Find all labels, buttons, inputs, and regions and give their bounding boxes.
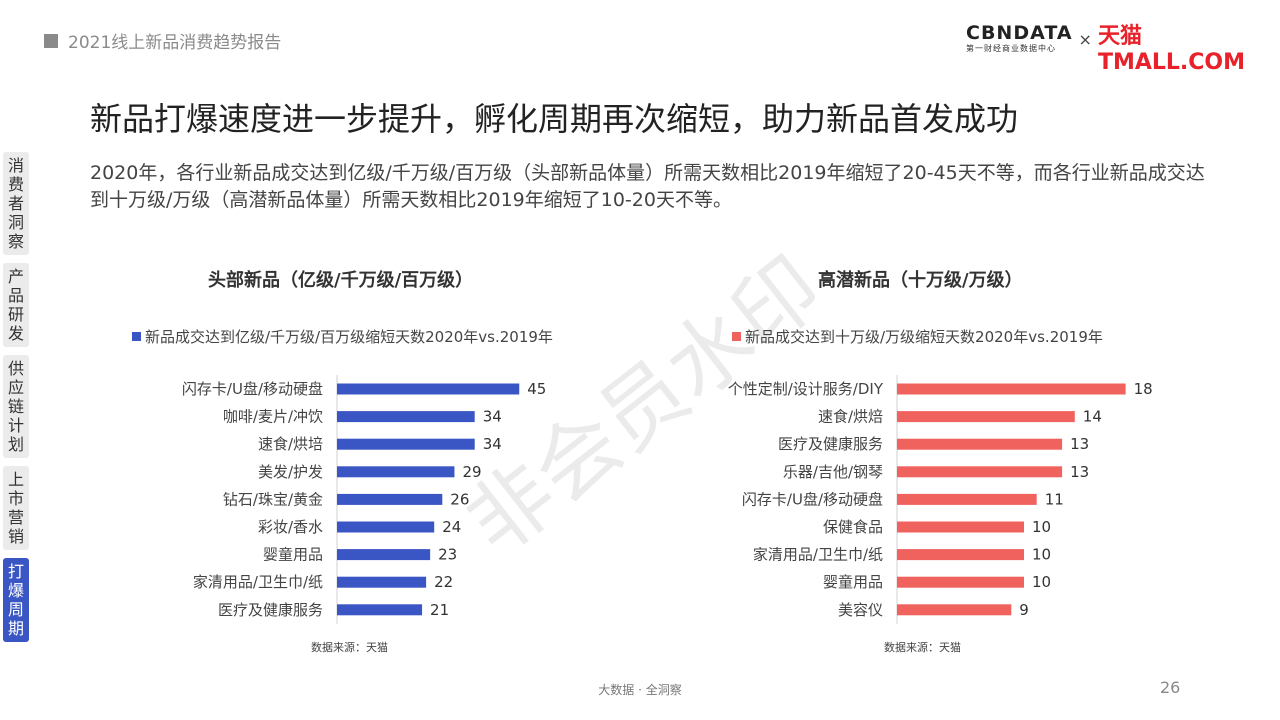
cbndata-logo-text: CBNDATA (966, 22, 1073, 44)
left-category-label: 钻石/珠宝/黄金 (223, 490, 323, 508)
right-bar (897, 466, 1063, 478)
left-bar (337, 411, 475, 423)
right-category-label: 家清用品/卫生巾/纸 (753, 546, 883, 564)
right-value-label: 18 (1134, 380, 1153, 398)
left-category-label: 速食/烘培 (258, 435, 323, 453)
right-category-label: 乐器/吉他/钢琴 (783, 463, 883, 481)
left-bar (337, 493, 443, 505)
left-bar (337, 438, 475, 450)
left-legend-swatch (132, 332, 141, 341)
right-bar (897, 549, 1024, 561)
side-nav-item-supply-chain[interactable]: 供应链计划 (3, 355, 29, 458)
left-category-label: 咖啡/麦片/冲饮 (223, 408, 323, 426)
right-value-label: 13 (1070, 435, 1089, 453)
right-bar (897, 411, 1075, 423)
header-square-icon (44, 33, 58, 48)
side-nav: 消费者洞察 产品研发 供应链计划 上市营销 打爆周期 (3, 152, 31, 650)
left-category-label: 家清用品/卫生巾/纸 (193, 573, 323, 591)
side-nav-item-marketing[interactable]: 上市营销 (3, 466, 29, 550)
side-nav-item-consumer-insight[interactable]: 消费者洞察 (3, 152, 29, 255)
right-category-label: 婴童用品 (823, 573, 883, 591)
right-bar (897, 493, 1037, 505)
page-number: 26 (1160, 678, 1181, 697)
side-nav-item-product-development[interactable]: 产品研发 (3, 263, 29, 347)
right-value-label: 11 (1045, 490, 1064, 508)
right-category-label: 医疗及健康服务 (778, 435, 883, 453)
left-bar (337, 383, 520, 395)
left-bar (337, 576, 427, 588)
cbndata-logo-subtext: 第一财经商业数据中心 (966, 44, 1056, 53)
right-value-label: 10 (1032, 518, 1051, 536)
left-bar (337, 549, 431, 561)
logo-separator: × (1078, 30, 1092, 49)
brand-logos: CBNDATA 第一财经商业数据中心 × 天猫TMALL.COM (966, 22, 1280, 76)
right-value-label: 10 (1032, 573, 1051, 591)
left-category-label: 医疗及健康服务 (218, 601, 323, 619)
right-bar (897, 604, 1012, 616)
right-bar-chart: 个性定制/设计服务/DIY 18 速食/烘焙 14 医疗及健康服务 13 乐器/吉他/钢琴 1… (728, 375, 1153, 624)
right-category-label: 速食/烘焙 (818, 408, 883, 426)
left-value-label: 34 (483, 435, 502, 453)
side-nav-item-explosion-cycle[interactable]: 打爆周期 (3, 558, 29, 642)
left-category-label: 婴童用品 (263, 546, 323, 564)
right-chart-title: 高潜新品（十万级/万级） (818, 270, 1023, 291)
left-category-label: 美发/护发 (258, 463, 323, 481)
right-value-label: 13 (1070, 463, 1089, 481)
left-chart-legend: 新品成交达到亿级/千万级/百万级缩短天数2020年vs.2019年 (132, 326, 553, 347)
left-value-label: 23 (438, 546, 457, 564)
right-bar (897, 576, 1024, 588)
right-value-label: 10 (1032, 546, 1051, 564)
right-category-label: 闪存卡/U盘/移动硬盘 (742, 490, 883, 508)
left-value-label: 29 (462, 463, 481, 481)
right-category-label: 美容仪 (838, 601, 883, 619)
right-bar (897, 521, 1024, 533)
left-bar (337, 604, 423, 616)
left-bar-chart: 闪存卡/U盘/移动硬盘 45 咖啡/麦片/冲饮 34 速食/烘培 34 美发/护发 29 钻石/… (182, 375, 546, 624)
right-legend-label: 新品成交达到十万级/万级缩短天数2020年vs.2019年 (745, 328, 1103, 346)
left-value-label: 26 (450, 490, 469, 508)
tmall-logo: 天猫TMALL.COM (1097, 24, 1245, 75)
left-category-label: 彩妆/香水 (258, 518, 323, 536)
right-bar (897, 438, 1063, 450)
right-value-label: 14 (1083, 408, 1102, 426)
cbndata-logo: CBNDATA 第一财经商业数据中心 (966, 22, 1073, 54)
left-value-label: 24 (442, 518, 461, 536)
left-bar (337, 521, 435, 533)
page-title: 新品打爆速度进一步提升，孵化周期再次缩短，助力新品首发成功 (90, 100, 1019, 138)
report-header: 2021线上新品消费趋势报告 (44, 28, 281, 53)
right-value-label: 9 (1019, 601, 1029, 619)
footer-tagline: 大数据 · 全洞察 (598, 683, 682, 697)
right-category-label: 个性定制/设计服务/DIY (728, 380, 884, 398)
right-category-label: 保健食品 (823, 518, 883, 536)
left-value-label: 21 (430, 601, 449, 619)
left-bar (337, 466, 455, 478)
right-legend-swatch (732, 332, 741, 341)
report-title: 2021线上新品消费趋势报告 (68, 33, 282, 53)
right-bar (897, 383, 1126, 395)
left-category-label: 闪存卡/U盘/移动硬盘 (182, 380, 323, 398)
left-value-label: 34 (483, 408, 502, 426)
left-chart-source: 数据来源：天猫 (311, 641, 388, 654)
left-value-label: 45 (527, 380, 546, 398)
page-subtitle: 2020年，各行业新品成交达到亿级/千万级/百万级（头部新品体量）所需天数相比2… (90, 162, 1205, 211)
left-value-label: 22 (434, 573, 453, 591)
right-chart-source: 数据来源：天猫 (884, 641, 961, 654)
left-legend-label: 新品成交达到亿级/千万级/百万级缩短天数2020年vs.2019年 (145, 328, 553, 346)
right-chart-legend: 新品成交达到十万级/万级缩短天数2020年vs.2019年 (732, 326, 1103, 347)
left-chart-title: 头部新品（亿级/千万级/百万级） (208, 270, 474, 291)
